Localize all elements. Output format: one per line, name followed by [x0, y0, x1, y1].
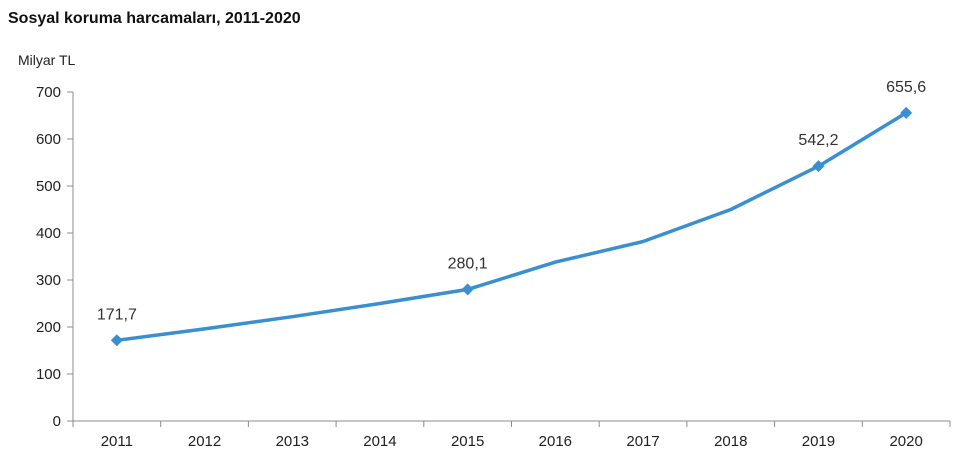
- y-tick-label: 400: [36, 225, 61, 242]
- y-tick-label: 0: [53, 413, 61, 430]
- y-tick-label: 100: [36, 366, 61, 383]
- x-tick-label: 2018: [714, 433, 747, 450]
- x-tick-label: 2020: [889, 433, 922, 450]
- data-label: 280,1: [448, 255, 488, 272]
- y-tick-label: 500: [36, 178, 61, 195]
- y-axis-unit-label: Milyar TL: [18, 52, 76, 68]
- data-label: 171,7: [97, 306, 137, 323]
- data-label: 542,2: [798, 132, 838, 149]
- x-tick-label: 2012: [188, 433, 221, 450]
- x-tick-label: 2013: [276, 433, 309, 450]
- x-tick-label: 2011: [101, 433, 133, 450]
- data-point-marker: [461, 283, 474, 296]
- x-tick-label: 2017: [626, 433, 659, 450]
- y-tick-label: 700: [36, 84, 61, 101]
- data-markers: [110, 106, 913, 347]
- x-tick-label: 2016: [539, 433, 572, 450]
- data-labels: 171,7 280,1 542,2 655,6: [97, 79, 926, 323]
- data-point-marker: [812, 160, 825, 173]
- y-tick-label: 600: [36, 131, 61, 148]
- x-tick-label: 2019: [802, 433, 835, 450]
- data-point-marker: [900, 106, 913, 119]
- data-label: 655,6: [886, 79, 926, 96]
- chart-title: Sosyal koruma harcamaları, 2011-2020: [8, 10, 301, 27]
- data-point-marker: [110, 334, 123, 347]
- x-tick-label: 2015: [451, 433, 484, 450]
- series-line: [115, 111, 908, 343]
- y-tick-label: 300: [36, 272, 61, 289]
- y-tick-label: 200: [36, 319, 61, 336]
- series-line-group: [115, 111, 908, 343]
- x-tick-label: 2014: [363, 433, 396, 450]
- axes: 0 100 200 300 400 500 600 700 2011 2012 2013 2014 20…: [36, 84, 951, 450]
